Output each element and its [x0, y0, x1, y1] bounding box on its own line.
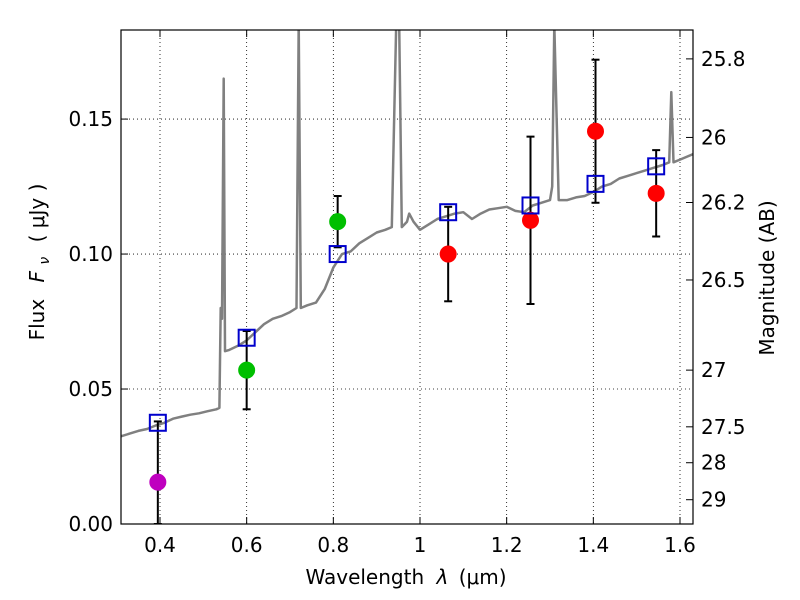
- model-square: [237, 328, 256, 347]
- magnitude-tick-label: 26.5: [701, 268, 746, 292]
- plot-frame: [120, 29, 694, 525]
- data-point: [329, 213, 347, 231]
- magnitude-tick-label: 25.8: [701, 47, 746, 71]
- ticks: 0.4 0.6 0.8 1 1.2 1.4 1.6 0.00 0.05 0.10 0.15 25.8 2…: [68, 30, 746, 557]
- magnitude-tick-label: 29: [701, 488, 726, 512]
- model-square: [439, 203, 458, 222]
- x-tick-label: 1.4: [577, 533, 609, 557]
- y-axis-label-subscript: ν: [37, 257, 53, 265]
- magnitude-tick-label: 27: [701, 358, 726, 382]
- points-layer: [149, 122, 665, 491]
- data-point: [647, 184, 665, 202]
- y-axis-label-symbol: F: [25, 270, 49, 282]
- spectrum-line: [121, 30, 693, 438]
- right-axis-label: Magnitude (AB): [755, 200, 779, 355]
- model-square: [328, 245, 347, 264]
- model-square: [148, 413, 167, 432]
- x-axis-label-symbol: λ: [436, 565, 449, 589]
- y-axis-label-text: Flux: [25, 299, 49, 341]
- model-photometry-layer: [148, 157, 666, 432]
- grid: [121, 30, 693, 525]
- model-square: [586, 174, 605, 193]
- y-tick-label: 0.15: [68, 107, 113, 131]
- x-axis-label-text: Wavelength: [305, 565, 424, 589]
- magnitude-tick-label: 26.2: [701, 190, 746, 214]
- model-square: [647, 157, 666, 176]
- x-axis-label: Wavelength λ (μm): [305, 565, 506, 589]
- data-point: [149, 473, 167, 491]
- x-tick-label: 1.6: [664, 533, 696, 557]
- axes: [120, 29, 694, 525]
- y-tick-label: 0.05: [68, 377, 113, 401]
- magnitude-tick-label: 28: [701, 451, 726, 475]
- x-tick-label: 0.4: [144, 533, 176, 557]
- x-tick-label: 0.6: [231, 533, 263, 557]
- y-tick-label: 0.00: [68, 512, 113, 536]
- y-tick-label: 0.10: [68, 242, 113, 266]
- x-tick-label: 0.8: [317, 533, 349, 557]
- y-axis-label: Flux F ν ( μJy ): [25, 184, 54, 341]
- x-axis-label-unit: (μm): [459, 565, 507, 589]
- x-tick-label: 1: [414, 533, 427, 557]
- data-point: [238, 361, 256, 379]
- magnitude-tick-label: 26: [701, 125, 726, 149]
- x-tick-label: 1.2: [491, 533, 523, 557]
- errorbar-layer: [153, 58, 661, 524]
- model-square: [521, 196, 540, 215]
- data-point: [587, 122, 604, 140]
- spectrum-layer: [121, 30, 693, 438]
- data-point: [522, 211, 539, 229]
- y-axis-label-unit: ( μJy ): [25, 184, 49, 243]
- data-point: [439, 245, 457, 263]
- magnitude-tick-label: 27.5: [701, 415, 746, 439]
